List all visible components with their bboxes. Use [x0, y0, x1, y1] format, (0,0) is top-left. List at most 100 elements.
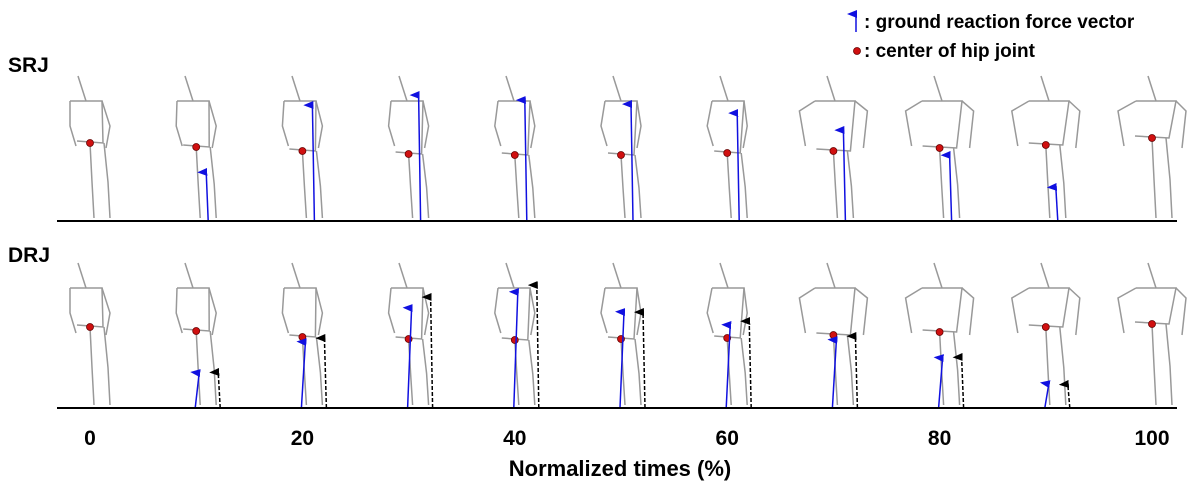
torso	[1028, 287, 1070, 328]
leg	[209, 330, 217, 406]
stick-figure	[1117, 262, 1187, 406]
legend-dot	[853, 47, 861, 55]
torso	[1028, 100, 1070, 146]
legend-text: : center of hip joint	[864, 41, 1036, 62]
hip-joint	[1148, 134, 1156, 142]
arm	[904, 100, 923, 147]
arm	[798, 287, 816, 334]
neck	[291, 75, 301, 102]
force-arrow-other	[209, 367, 221, 409]
torso	[70, 287, 104, 328]
neck	[398, 262, 408, 289]
hip-joint	[404, 150, 413, 158]
hip-joint	[192, 327, 201, 335]
leg	[421, 338, 430, 406]
leg	[1165, 137, 1173, 219]
arm	[281, 287, 290, 334]
torso	[712, 287, 745, 339]
torso	[284, 100, 317, 152]
neck	[826, 75, 836, 102]
arm	[961, 100, 975, 149]
hip-joint	[1041, 323, 1050, 331]
stick-figure	[175, 262, 217, 406]
arm	[636, 287, 642, 336]
torso	[177, 100, 210, 148]
neck	[719, 262, 729, 289]
torso	[1134, 100, 1177, 139]
leg	[315, 150, 324, 219]
hip-joint	[192, 143, 201, 151]
leg	[740, 337, 748, 406]
arm	[636, 100, 642, 149]
leg	[209, 146, 217, 219]
leg	[1045, 144, 1051, 219]
force-arrow-other	[527, 280, 540, 409]
torso	[605, 287, 638, 340]
neck	[1040, 75, 1050, 102]
stick-figure	[904, 262, 975, 406]
neck	[184, 262, 194, 289]
stick-figures	[69, 75, 1187, 409]
hip-joint	[723, 149, 732, 157]
arm	[101, 100, 111, 149]
arm	[494, 287, 502, 334]
stick-figure	[1117, 75, 1187, 219]
arm	[422, 287, 430, 336]
hip-joint	[86, 323, 94, 331]
tick-label: 80	[928, 427, 951, 450]
arm	[600, 100, 608, 147]
force-arrow	[622, 99, 634, 222]
tick-label: 20	[291, 427, 314, 450]
arm	[175, 287, 183, 334]
neck	[291, 262, 301, 289]
hip-joint	[935, 328, 944, 336]
arm	[1175, 287, 1187, 336]
leg	[832, 150, 839, 219]
stick-figure	[904, 75, 975, 219]
leg	[1151, 323, 1157, 406]
torso	[1134, 287, 1177, 325]
leg	[846, 334, 855, 406]
force-arrow	[933, 354, 944, 409]
arm	[1010, 287, 1030, 334]
neck	[505, 75, 515, 102]
arm	[69, 101, 77, 147]
leg	[1165, 323, 1173, 406]
hip-joint	[510, 336, 519, 344]
leg	[89, 142, 95, 219]
torso	[922, 287, 963, 333]
force-arrow	[402, 304, 413, 409]
legend-text: : ground reaction force vector	[864, 12, 1135, 33]
leg	[846, 150, 855, 219]
arm	[1117, 100, 1137, 147]
tick-label: 60	[716, 427, 739, 450]
stick-figure	[175, 75, 217, 219]
stick-figure	[600, 75, 642, 219]
hip-joint	[1041, 141, 1050, 149]
leg	[1059, 144, 1067, 219]
hip-joint	[935, 144, 944, 152]
force-arrow-other	[740, 316, 752, 409]
leg	[634, 154, 642, 219]
force-arrow-other	[952, 352, 965, 409]
hip-joint	[1148, 320, 1156, 328]
torso	[177, 287, 210, 332]
leg	[103, 326, 111, 406]
neck	[77, 75, 87, 102]
force-arrow	[940, 150, 953, 222]
force-arrow	[190, 369, 201, 409]
force-arrow	[515, 95, 528, 222]
stick-figure	[494, 75, 536, 219]
torso	[70, 100, 104, 144]
arm	[315, 100, 324, 149]
stick-figure	[706, 75, 748, 219]
leg	[195, 146, 201, 219]
leg	[301, 150, 308, 219]
tick-label: 40	[503, 427, 526, 450]
torso	[712, 100, 745, 154]
arm	[706, 100, 714, 147]
arm	[854, 100, 869, 149]
hip-joint	[298, 147, 307, 155]
neck	[398, 75, 408, 102]
row-label: DRJ	[8, 244, 50, 267]
